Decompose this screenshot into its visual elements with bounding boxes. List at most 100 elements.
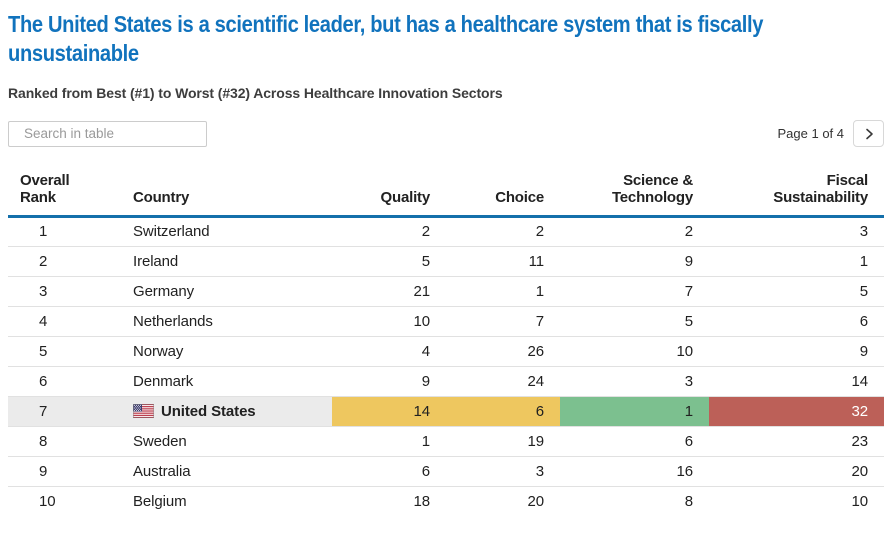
pagination: Page 1 of 4 <box>777 120 884 147</box>
table-row: 9 Australia 6 3 16 20 <box>8 456 884 487</box>
search-input[interactable] <box>24 126 201 141</box>
column-header-science-technology[interactable]: Science & Technology <box>560 160 709 218</box>
cell-choice: 6 <box>446 396 560 427</box>
table-widget: The United States is a scientific leader… <box>8 11 884 516</box>
next-page-button[interactable] <box>853 120 884 147</box>
column-header-overall-rank[interactable]: Overall Rank <box>8 160 125 218</box>
table-body: 1 Switzerland 2 2 2 3 2 Ireland 5 11 9 1 3 Germany 21 1… <box>8 216 884 516</box>
table-header: Overall Rank Country Quality Choice Scie… <box>8 160 884 218</box>
cell-rank: 4 <box>8 306 125 337</box>
toolbar: Page 1 of 4 <box>8 120 884 147</box>
cell-choice: 1 <box>446 276 560 307</box>
table-row: 5 Norway 4 26 10 9 <box>8 336 884 367</box>
table-row: 2 Ireland 5 11 9 1 <box>8 246 884 277</box>
cell-quality: 4 <box>332 336 446 367</box>
table-row: 1 Switzerland 2 2 2 3 <box>8 216 884 247</box>
cell-rank: 8 <box>8 426 125 457</box>
table-row: 6 Denmark 9 24 3 14 <box>8 366 884 397</box>
page-indicator: Page 1 of 4 <box>777 126 845 141</box>
cell-country: Ireland <box>125 246 332 277</box>
cell-country: Norway <box>125 336 332 367</box>
us-flag-icon <box>133 403 154 418</box>
cell-choice: 20 <box>527 492 545 510</box>
cell-fiscal: 23 <box>709 426 884 457</box>
cell-fiscal: 9 <box>709 336 884 367</box>
cell-quality: 5 <box>332 246 446 277</box>
cell-science: 3 <box>560 366 709 397</box>
country-label: Switzerland <box>133 223 210 240</box>
cell-quality: 18 <box>413 492 431 510</box>
cell-science: 8 <box>684 492 693 510</box>
cell-fiscal: 1 <box>709 246 884 277</box>
cell-fiscal: 5 <box>709 276 884 307</box>
column-header-choice[interactable]: Choice <box>446 160 560 218</box>
column-header-fiscal-sustainability[interactable]: Fiscal Sustainability <box>709 160 884 218</box>
country-label: Ireland <box>133 252 179 270</box>
column-header-country[interactable]: Country <box>125 160 332 218</box>
cell-country: Netherlands <box>125 306 332 337</box>
table-row: 7 United States 14 6 1 32 <box>8 396 884 427</box>
cell-science: 10 <box>560 336 709 367</box>
table-row: 8 Sweden 1 19 6 23 <box>8 426 884 457</box>
country-label: Australia <box>133 462 191 480</box>
country-label: Sweden <box>133 432 187 450</box>
cell-fiscal: 32 <box>709 396 884 427</box>
table-row: 10 Belgium 18 20 8 10 <box>8 486 884 516</box>
cell-choice: 11 <box>446 246 560 277</box>
cell-country: Switzerland <box>125 216 332 247</box>
cell-rank: 3 <box>8 276 125 307</box>
cell-science: 6 <box>560 426 709 457</box>
table-row: 3 Germany 21 1 7 5 <box>8 276 884 307</box>
cell-rank: 6 <box>8 366 125 397</box>
cell-quality: 10 <box>332 306 446 337</box>
cell-fiscal: 6 <box>709 306 884 337</box>
cell-science: 9 <box>560 246 709 277</box>
cell-quality: 9 <box>332 366 446 397</box>
rankings-table: Overall Rank Country Quality Choice Scie… <box>8 160 884 516</box>
page-subtitle: Ranked from Best (#1) to Worst (#32) Acr… <box>8 85 503 101</box>
cell-science: 7 <box>560 276 709 307</box>
column-header-quality[interactable]: Quality <box>332 160 446 218</box>
country-label: United States <box>161 402 256 420</box>
cell-choice: 26 <box>446 336 560 367</box>
cell-choice: 24 <box>446 366 560 397</box>
cell-rank: 1 <box>8 216 125 247</box>
header-row: Overall Rank Country Quality Choice Scie… <box>8 160 884 218</box>
cell-country: Australia <box>125 456 332 487</box>
cell-science: 2 <box>560 216 709 247</box>
cell-quality: 6 <box>332 456 446 487</box>
cell-rank: 7 <box>8 396 125 427</box>
cell-quality: 21 <box>332 276 446 307</box>
cell-country: Denmark <box>125 366 332 397</box>
search-box[interactable] <box>8 120 207 147</box>
cell-country: Germany <box>125 276 332 307</box>
country-label: Denmark <box>133 372 194 390</box>
cell-rank: 2 <box>8 246 125 277</box>
cell-choice: 3 <box>446 456 560 487</box>
cell-quality: 1 <box>332 426 446 457</box>
cell-country: United States <box>125 396 332 427</box>
cell-choice: 2 <box>446 216 560 247</box>
chevron-right-icon <box>865 128 873 139</box>
cell-science: 5 <box>560 306 709 337</box>
cell-country: Belgium <box>125 486 332 516</box>
cell-fiscal: 10 <box>851 492 869 510</box>
cell-fiscal: 3 <box>709 216 884 247</box>
cell-country: Sweden <box>125 426 332 457</box>
cell-rank: 10 <box>39 492 56 510</box>
cell-quality: 2 <box>332 216 446 247</box>
country-label: Belgium <box>133 492 187 510</box>
cell-choice: 19 <box>446 426 560 457</box>
cell-fiscal: 20 <box>709 456 884 487</box>
cell-fiscal: 14 <box>709 366 884 397</box>
cell-rank: 5 <box>8 336 125 367</box>
cell-science: 16 <box>560 456 709 487</box>
country-label: Netherlands <box>133 312 213 330</box>
cell-quality: 14 <box>332 396 446 427</box>
cell-choice: 7 <box>446 306 560 337</box>
page-title: The United States is a scientific leader… <box>8 11 764 66</box>
cell-science: 1 <box>560 396 709 427</box>
cell-rank: 9 <box>8 456 125 487</box>
country-label: Germany <box>133 282 194 300</box>
country-label: Norway <box>133 342 184 360</box>
